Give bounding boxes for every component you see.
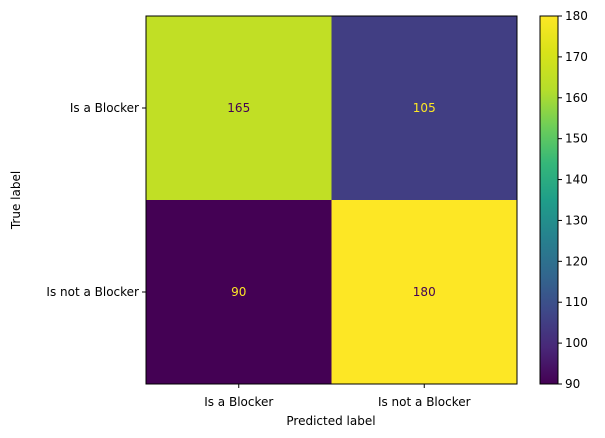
colorbar-tick-label: 90 [565,377,580,391]
colorbar-tick-label: 120 [565,254,588,268]
colorbar-tick-label: 110 [565,295,588,309]
heatmap-cell [331,200,517,384]
colorbar-tick-label: 160 [565,91,588,105]
colorbar-ticks: 90 100 110 120 130 140 150 160 170 180 [558,9,588,391]
cell-value-label: 105 [413,101,436,115]
y-tick-label: Is a Blocker [70,101,139,115]
colorbar-tick-label: 170 [565,50,588,64]
cell-value-label: 90 [231,285,246,299]
x-tick-label: Is a Blocker [204,395,273,409]
colorbar-tick-label: 180 [565,9,588,23]
x-axis-label: Predicted label [286,414,375,428]
plot-frame [145,15,518,385]
y-axis-label: True label [9,171,23,230]
colorbar-tick-label: 140 [565,173,588,187]
colorbar [539,15,559,385]
heatmap-cells: 165 105 90 180 [146,16,517,384]
cell-value-label: 180 [413,285,436,299]
heatmap-cell [146,16,332,200]
y-axis-ticks: Is a Blocker Is not a Blocker [46,101,146,299]
heatmap-cell [331,16,517,200]
x-axis-ticks: Is a Blocker Is not a Blocker [204,384,471,409]
heatmap-cell [146,200,332,384]
y-tick-label: Is not a Blocker [46,285,139,299]
colorbar-tick-label: 150 [565,132,588,146]
colorbar-tick-label: 130 [565,213,588,227]
colorbar-tick-label: 100 [565,336,588,350]
x-tick-label: Is not a Blocker [378,395,471,409]
cell-value-label: 165 [227,101,250,115]
